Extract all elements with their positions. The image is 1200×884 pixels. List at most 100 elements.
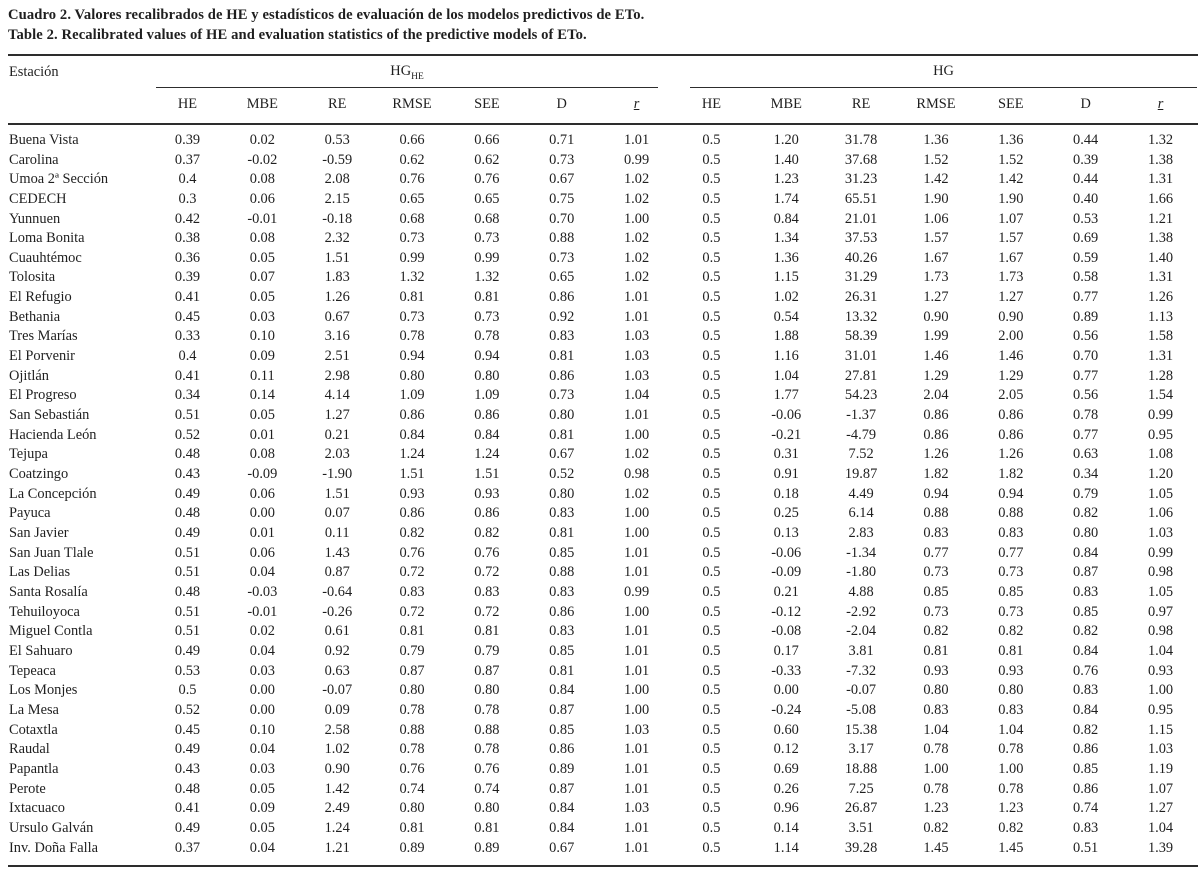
value-cell: 0.73: [923, 564, 949, 581]
value-cell: 3.17: [848, 741, 874, 758]
value-cell: 0.5: [702, 642, 721, 659]
station-name: Loma Bonita: [9, 230, 85, 247]
value-cell: 1.43: [324, 544, 350, 561]
value-cell: 0.98: [623, 466, 650, 483]
value-cell: 1.36: [998, 131, 1024, 148]
value-cell: 1.40: [1147, 249, 1174, 266]
table-row: San Javier 0.49 0.01 0.11 0.82 0.82 0.81 1.00 0.…: [8, 524, 1198, 544]
value-cell: -4.79: [846, 426, 877, 443]
value-cell: 1.83: [324, 269, 350, 286]
value-cell: 0.80: [549, 485, 575, 502]
value-cell: 0.38: [174, 230, 201, 247]
value-cell: 1.29: [998, 367, 1024, 384]
column-header-r-hg: r: [1123, 87, 1198, 125]
value-cell: 1.24: [474, 446, 500, 463]
station-name: Santa Rosalía: [9, 583, 88, 600]
value-cell: 1.51: [399, 466, 425, 483]
value-cell: 0.87: [1073, 564, 1099, 581]
value-cell: 1.28: [1147, 367, 1174, 384]
value-cell: -0.08: [771, 623, 802, 640]
value-cell: 0.00: [249, 701, 275, 718]
value-cell: 1.99: [923, 328, 949, 345]
value-cell: 1.03: [623, 800, 650, 817]
value-cell: 0.86: [549, 289, 575, 306]
value-cell: 0.5: [702, 583, 721, 600]
value-cell: 0.5: [702, 505, 721, 522]
table-row: Tehuiloyoca 0.51 -0.01 -0.26 0.72 0.72 0.86 1.0…: [8, 603, 1198, 623]
value-cell: 0.51: [174, 623, 201, 640]
value-cell: 0.03: [249, 662, 275, 679]
table-row: Perote 0.48 0.05 1.42 0.74 0.74 0.87 1.01 0.5 0.2…: [8, 780, 1198, 800]
value-cell: 1.06: [1147, 505, 1174, 522]
table-row: Loma Bonita 0.38 0.08 2.32 0.73 0.73 0.88 1.02 0…: [8, 229, 1198, 249]
table-row: Tolosita 0.39 0.07 1.83 1.32 1.32 0.65 1.02 0.5 1…: [8, 268, 1198, 288]
value-cell: 4.88: [848, 583, 874, 600]
value-cell: 65.51: [844, 190, 878, 207]
value-cell: 1.04: [998, 721, 1024, 738]
value-cell: 0.51: [174, 544, 201, 561]
value-cell: 0.5: [702, 348, 721, 365]
value-cell: 0.5: [702, 760, 721, 777]
value-cell: 0.72: [399, 564, 425, 581]
value-cell: 0.18: [773, 485, 799, 502]
table-row: Tres Marías 0.33 0.10 3.16 0.78 0.78 0.83 1.03 0…: [8, 327, 1198, 347]
value-cell: 3.81: [848, 642, 874, 659]
value-cell: -0.02: [247, 151, 278, 168]
value-cell: 0.5: [702, 131, 721, 148]
value-cell: 1.02: [623, 249, 650, 266]
column-header-rmse-hg: RMSE: [898, 87, 974, 125]
value-cell: 0.5: [702, 819, 721, 836]
value-cell: 1.67: [998, 249, 1024, 266]
value-cell: 0.33: [174, 328, 201, 345]
value-cell: 0.61: [324, 623, 350, 640]
value-cell: 0.05: [249, 780, 275, 797]
value-cell: 0.85: [549, 544, 575, 561]
station-name: El Sahuaro: [9, 642, 73, 659]
value-cell: 0.87: [324, 564, 350, 581]
value-cell: 0.5: [702, 682, 721, 699]
value-cell: 0.72: [474, 603, 500, 620]
value-cell: 0.77: [1073, 426, 1099, 443]
value-cell: 0.74: [1073, 800, 1099, 817]
value-cell: 0.86: [399, 407, 425, 424]
station-name: La Concepción: [9, 485, 97, 502]
value-cell: 0.81: [923, 642, 949, 659]
value-cell: 0.81: [549, 426, 575, 443]
value-cell: 0.67: [549, 171, 575, 188]
table-row: Inv. Doña Falla 0.37 0.04 1.21 0.89 0.89 0.67 1…: [8, 838, 1198, 868]
value-cell: 0.62: [399, 151, 425, 168]
value-cell: 0.88: [923, 505, 949, 522]
value-cell: 0.84: [1073, 642, 1099, 659]
value-cell: 0.44: [1073, 131, 1099, 148]
value-cell: 26.31: [844, 289, 878, 306]
value-cell: 0.83: [549, 505, 575, 522]
value-cell: 1.31: [1147, 269, 1174, 286]
value-cell: 0.84: [399, 426, 425, 443]
value-cell: 1.31: [1147, 171, 1174, 188]
value-cell: 0.85: [1073, 760, 1099, 777]
value-cell: 0.80: [549, 407, 575, 424]
station-name: Tres Marías: [9, 328, 78, 345]
value-cell: 1.52: [998, 151, 1024, 168]
value-cell: 0.73: [474, 230, 500, 247]
table-row: San Sebastián 0.51 0.05 1.27 0.86 0.86 0.80 1.0…: [8, 406, 1198, 426]
value-cell: 0.73: [998, 603, 1024, 620]
table-row: La Concepción 0.49 0.06 1.51 0.93 0.93 0.80 1.0…: [8, 485, 1198, 505]
value-cell: -7.32: [846, 662, 877, 679]
station-name: San Javier: [9, 525, 69, 541]
value-cell: 1.00: [623, 426, 650, 443]
value-cell: 0.76: [399, 544, 425, 561]
value-cell: 1.04: [773, 367, 799, 384]
value-cell: 0.5: [702, 662, 721, 679]
value-cell: 1.07: [1147, 780, 1174, 797]
value-cell: 0.99: [623, 151, 650, 168]
value-cell: 0.80: [399, 682, 425, 699]
value-cell: 0.04: [224, 838, 300, 868]
station-name: Las Delias: [9, 564, 71, 581]
value-cell: 0.02: [249, 131, 275, 148]
value-cell: 1.39: [1123, 838, 1198, 868]
station-name: Tepeaca: [9, 662, 56, 679]
value-cell: 0.43: [174, 760, 201, 777]
value-cell: 0.78: [998, 780, 1024, 797]
value-cell: 0.5: [702, 701, 721, 718]
